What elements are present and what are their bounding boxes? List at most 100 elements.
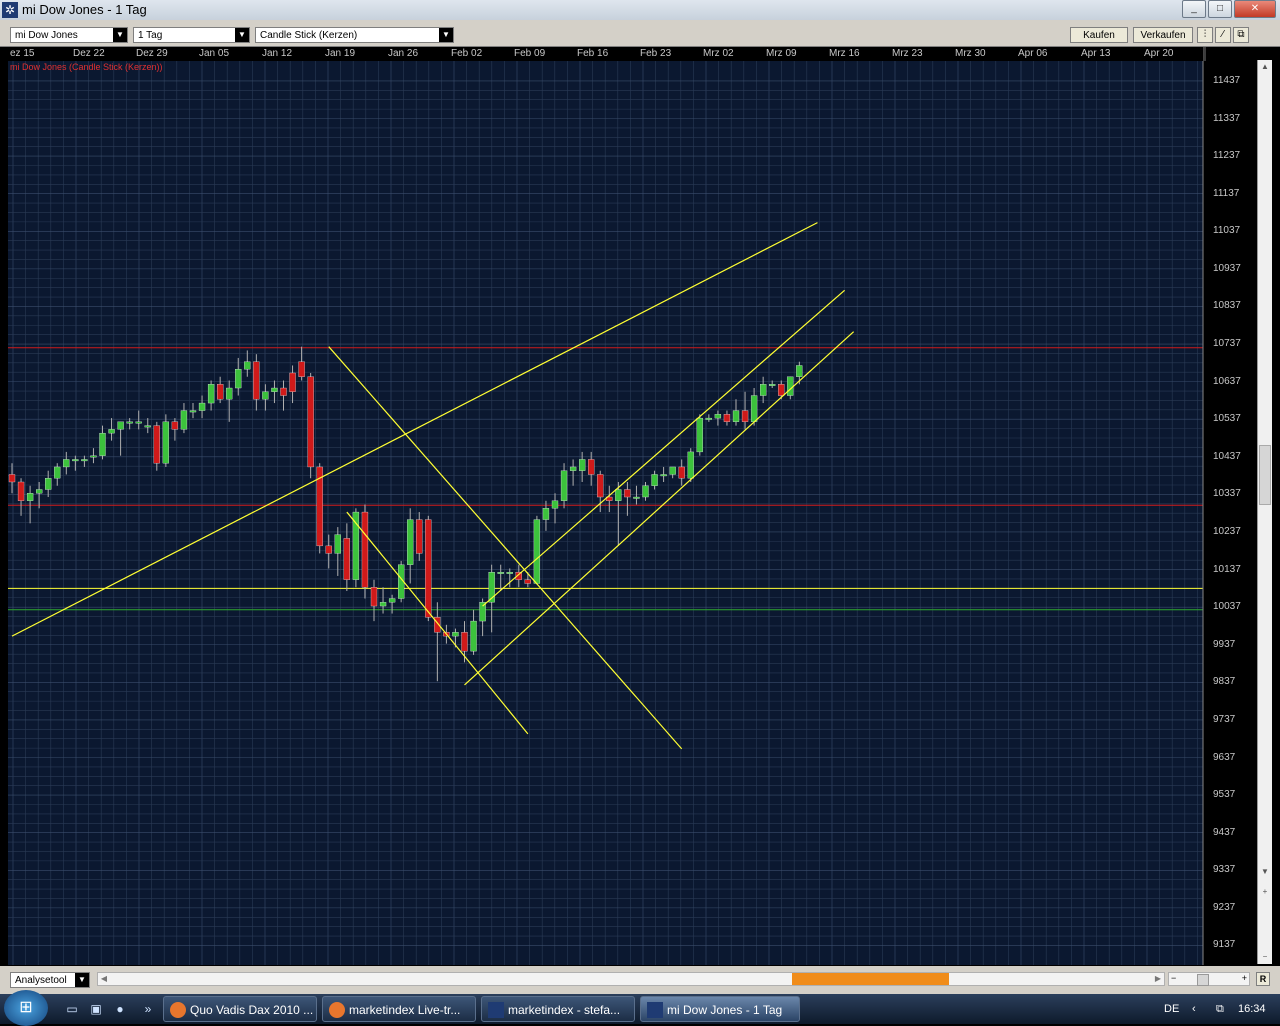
network-icon[interactable]: ⧉ xyxy=(1216,1003,1224,1015)
analysis-tool-select[interactable]: Analysetool ▼ xyxy=(10,972,90,988)
trendline xyxy=(11,222,818,637)
candlestick-chart[interactable] xyxy=(8,47,1272,965)
firefox-icon xyxy=(329,1002,345,1018)
candle-body xyxy=(760,384,767,396)
period-select[interactable]: 1 Tag ▼ xyxy=(133,27,250,43)
period-value: 1 Tag xyxy=(138,30,163,41)
candle-body xyxy=(72,459,79,462)
candle-tool-icon[interactable]: ⫶ xyxy=(1197,27,1213,43)
task-label: Quo Vadis Dax 2010 ... xyxy=(190,1003,314,1017)
candle-body xyxy=(732,410,740,422)
candle-body xyxy=(180,410,188,430)
task-mi-dow-jones[interactable]: mi Dow Jones - 1 Tag xyxy=(640,996,800,1022)
language-indicator[interactable]: DE xyxy=(1164,1003,1180,1015)
candle-body xyxy=(787,376,794,396)
candle-body xyxy=(769,384,776,386)
candle-body xyxy=(588,459,595,475)
horizontal-scrollbar[interactable]: ◀ ▶ xyxy=(97,972,1165,986)
chevron-down-icon[interactable]: ▼ xyxy=(75,973,89,987)
clock[interactable]: 16:34 xyxy=(1238,1003,1266,1015)
line-tool-icon[interactable]: ⁄ xyxy=(1215,27,1231,43)
price-tick-label: 9537 xyxy=(1213,789,1236,801)
task-marketindex-live[interactable]: marketindex Live-tr... xyxy=(322,996,476,1022)
candle-body xyxy=(434,617,441,633)
candle-body xyxy=(624,489,631,498)
firefox-icon[interactable]: ● xyxy=(116,1002,124,1016)
price-tick-label: 9337 xyxy=(1213,864,1236,876)
candle-body xyxy=(579,459,586,471)
price-tick-label: 10937 xyxy=(1213,262,1241,274)
candle-body xyxy=(741,410,749,422)
horizontal-scroll-thumb[interactable] xyxy=(792,973,949,985)
horizontal-zoom-slider[interactable]: − + xyxy=(1168,972,1250,986)
buy-button[interactable]: Kaufen xyxy=(1070,27,1128,43)
price-tick-label: 11337 xyxy=(1213,112,1241,124)
close-button[interactable]: ✕ xyxy=(1234,0,1276,18)
price-tick-label: 10037 xyxy=(1213,601,1241,613)
switch-windows-icon[interactable]: ▣ xyxy=(90,1002,102,1016)
candle-body xyxy=(361,511,369,588)
candle-body xyxy=(63,459,70,468)
vertical-scroll-thumb[interactable] xyxy=(1259,445,1271,505)
chevron-down-icon[interactable]: ▼ xyxy=(235,28,249,42)
zoom-in-icon[interactable]: + xyxy=(1262,887,1268,896)
date-tick-label: Dez 22 xyxy=(73,48,105,59)
candle-body xyxy=(506,572,513,574)
candle-body xyxy=(235,369,242,389)
task-quo-vadis[interactable]: Quo Vadis Dax 2010 ... xyxy=(163,996,317,1022)
instrument-value: mi Dow Jones xyxy=(15,30,78,41)
scroll-down-icon[interactable]: ▼ xyxy=(1261,867,1269,876)
candle-body xyxy=(343,538,351,580)
candle-body xyxy=(162,421,170,464)
task-marketindex-stefa[interactable]: marketindex - stefa... xyxy=(481,996,635,1022)
price-tick-label: 9137 xyxy=(1213,939,1236,951)
minimize-button[interactable]: _ xyxy=(1182,0,1206,18)
app-icon xyxy=(647,1002,663,1018)
candle-body xyxy=(778,384,785,396)
reset-button[interactable]: R xyxy=(1256,972,1270,986)
candle-body xyxy=(81,459,88,462)
chart-area[interactable] xyxy=(8,47,1272,965)
candle-body xyxy=(126,421,133,424)
date-tick-label: Feb 09 xyxy=(514,48,546,59)
candle-body xyxy=(750,395,758,422)
zoom-out-icon[interactable]: − xyxy=(1262,952,1268,961)
candle-body xyxy=(262,391,269,400)
more-icon[interactable]: » xyxy=(144,1002,152,1016)
instrument-select[interactable]: mi Dow Jones ▼ xyxy=(10,27,128,43)
candle-body xyxy=(533,519,541,584)
vertical-scrollbar[interactable]: ▲ ▼ + − xyxy=(1257,60,1272,964)
show-desktop-icon[interactable]: ▭ xyxy=(66,1002,78,1016)
price-tick-label: 10537 xyxy=(1213,413,1241,425)
price-tick-label: 11237 xyxy=(1213,150,1241,162)
window-tool-icon[interactable]: ⧉ xyxy=(1233,27,1249,43)
date-tick-label: Jan 05 xyxy=(199,48,230,59)
price-tick-label: 10437 xyxy=(1213,450,1241,462)
date-tick-label: Apr 20 xyxy=(1144,48,1174,59)
zoom-in-icon[interactable]: + xyxy=(1241,973,1247,983)
scroll-right-icon[interactable]: ▶ xyxy=(1154,974,1162,983)
scroll-up-icon[interactable]: ▲ xyxy=(1261,62,1269,71)
chart-type-select[interactable]: Candle Stick (Kerzen) ▼ xyxy=(255,27,454,43)
zoom-handle[interactable] xyxy=(1197,974,1209,986)
date-tick-label: Mrz 23 xyxy=(892,48,923,59)
tray-expand-icon[interactable]: ‹ xyxy=(1192,1003,1196,1015)
maximize-button[interactable]: □ xyxy=(1208,0,1232,18)
date-tick-label: Apr 13 xyxy=(1081,48,1111,59)
start-button[interactable]: ⊞ xyxy=(4,990,48,1026)
candle-body xyxy=(696,417,703,453)
price-tick-label: 10337 xyxy=(1213,488,1241,500)
scroll-left-icon[interactable]: ◀ xyxy=(100,974,108,983)
chevron-down-icon[interactable]: ▼ xyxy=(439,28,453,42)
taskbar: ⊞ ▭ ▣ ● » Quo Vadis Dax 2010 ... marketi… xyxy=(0,990,1280,1026)
candle-body xyxy=(542,508,550,520)
candle-body xyxy=(17,481,25,501)
candle-body xyxy=(370,587,378,607)
candle-body xyxy=(289,372,296,392)
chevron-down-icon[interactable]: ▼ xyxy=(113,28,127,42)
sell-button[interactable]: Verkaufen xyxy=(1133,27,1193,43)
candle-body xyxy=(461,632,468,652)
zoom-out-icon[interactable]: − xyxy=(1171,973,1177,983)
app-icon xyxy=(488,1002,504,1018)
date-tick-label: Mrz 16 xyxy=(829,48,860,59)
